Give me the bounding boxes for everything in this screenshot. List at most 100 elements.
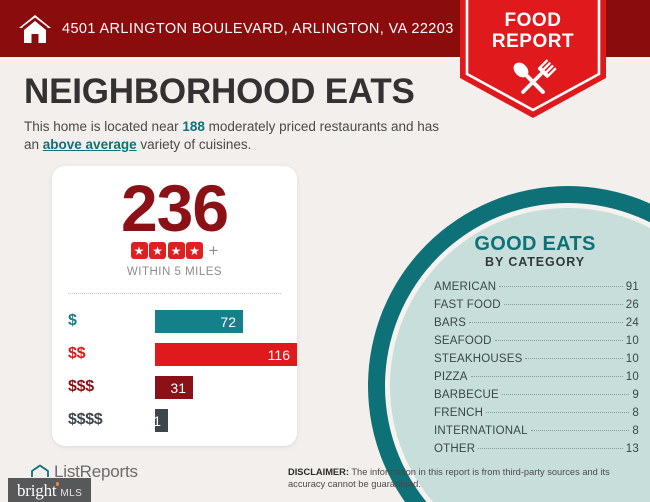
- price-tier-bar: 11: [146, 409, 168, 432]
- star-icon: ★: [170, 243, 182, 258]
- category-list: AMERICAN 91 FAST FOOD 26 BARS 24 SEAFOOD 10 STEA…: [434, 278, 639, 458]
- star-icon: ★: [189, 243, 200, 258]
- price-tier-value: 72: [220, 313, 236, 330]
- card-divider: [68, 293, 281, 294]
- star-icon: ★: [152, 243, 163, 258]
- star-badge: ★: [186, 242, 204, 259]
- category-name: FRENCH: [434, 407, 484, 419]
- star-icon: ★: [133, 243, 145, 258]
- category-dot-leader: [478, 448, 623, 449]
- star-badge: ★: [167, 242, 185, 259]
- category-value: 26: [625, 299, 639, 311]
- price-tier-row: $$$$ 11: [52, 405, 297, 438]
- star-badge: ★: [149, 242, 167, 259]
- category-row: INTERNATIONAL 8: [434, 422, 639, 440]
- star-rating: ★ ★ ★ ★ +: [52, 242, 297, 259]
- category-value: 8: [632, 425, 639, 437]
- price-tier-row: $72: [52, 306, 297, 339]
- category-row: BARS 24: [434, 314, 639, 332]
- category-dot-leader: [503, 304, 623, 305]
- teal-circle-decoration: [368, 186, 650, 502]
- category-row: BARBECUE 9: [434, 386, 639, 404]
- price-tier-label: $$$$: [68, 411, 103, 428]
- mls-label: MLS: [60, 488, 83, 499]
- badge-line-2: REPORT: [491, 31, 575, 52]
- category-name: BARBECUE: [434, 389, 499, 401]
- badge-line-1: FOOD: [504, 10, 562, 31]
- category-dot-leader: [470, 376, 623, 377]
- price-tier-row: $$ 116: [52, 339, 297, 372]
- category-name: BARS: [434, 317, 467, 329]
- subtitle-part-2: moderately priced restaurants and has an: [24, 119, 440, 152]
- category-name: AMERICAN: [434, 281, 497, 293]
- category-value: 10: [625, 335, 639, 347]
- price-tier-label: $$: [68, 345, 86, 362]
- price-tier-bar: 116: [155, 343, 297, 366]
- category-row: FAST FOOD 26: [434, 296, 639, 314]
- category-row: OTHER 13: [434, 440, 639, 458]
- star-badge: ★: [130, 242, 148, 259]
- category-name: INTERNATIONAL: [434, 425, 528, 437]
- property-address: 4501 ARLINGTON BOULEVARD, ARLINGTON, VA …: [62, 21, 454, 37]
- price-tier-bar-track: 11: [146, 409, 168, 432]
- category-value: 24: [625, 317, 639, 329]
- listreports-house-icon: [31, 464, 49, 477]
- category-name: SEAFOOD: [434, 335, 492, 347]
- price-tier-value: 116: [267, 346, 290, 363]
- category-dot-leader: [499, 286, 623, 287]
- category-dot-leader: [469, 322, 623, 323]
- good-eats-title: GOOD EATS: [474, 233, 596, 255]
- restaurant-stats-card: 236 ★ ★ ★ ★ + WITHIN 5 MILES $72 $$ 116 $$$ 31 $$…: [52, 166, 297, 446]
- category-value: 8: [632, 407, 639, 419]
- price-tier-bar-track: 72: [155, 310, 243, 333]
- bright-dot-accent: [55, 482, 60, 486]
- listreports-label: ListReports: [54, 462, 138, 481]
- category-name: STEAKHOUSES: [434, 353, 523, 365]
- price-tier-row: $$$ 31: [52, 372, 297, 405]
- category-dot-leader: [525, 358, 623, 359]
- house-icon: [19, 15, 51, 43]
- category-value: 10: [625, 371, 639, 383]
- restaurant-count: 188: [182, 119, 205, 134]
- category-value: 13: [625, 443, 639, 455]
- bright-mls-logo: bright MLS: [8, 478, 92, 502]
- price-tier-value: 31: [170, 379, 186, 396]
- category-name: OTHER: [434, 443, 476, 455]
- subtitle-part-1: This home is located near: [24, 119, 183, 134]
- category-value: 9: [632, 389, 639, 401]
- within-radius-label: WITHIN 5 MILES: [126, 266, 223, 278]
- category-value: 10: [625, 353, 639, 365]
- category-row: SEAFOOD 10: [434, 332, 639, 350]
- price-tier-bar: 31: [155, 376, 193, 399]
- subtitle-emphasis: above average: [42, 137, 137, 152]
- price-tier-label: $: [68, 312, 77, 329]
- category-row: AMERICAN 91: [434, 278, 639, 296]
- disclaimer-label: DISCLAIMER:: [288, 467, 349, 477]
- price-tier-label: $$$: [68, 378, 94, 395]
- category-dot-leader: [486, 412, 630, 413]
- plus-sign: +: [208, 240, 219, 260]
- subtitle-part-3: variety of cuisines.: [136, 137, 252, 152]
- price-tier-value: 11: [146, 412, 161, 429]
- category-row: FRENCH 8: [434, 404, 639, 422]
- bright-label: bright: [17, 481, 60, 501]
- page-title: NEIGHBORHOOD EATS: [24, 72, 415, 111]
- category-row: STEAKHOUSES 10: [434, 350, 639, 368]
- page-subtitle: This home is located near 188 moderately…: [24, 118, 454, 154]
- category-dot-leader: [530, 430, 630, 431]
- price-tier-bar-chart: $72 $$ 116 $$$ 31 $$$$ 11: [52, 306, 297, 438]
- total-restaurants-number: 236: [120, 171, 229, 245]
- category-dot-leader: [494, 340, 623, 341]
- disclaimer-text: The information in this report is from t…: [288, 467, 610, 489]
- category-value: 91: [625, 281, 639, 293]
- category-name: FAST FOOD: [434, 299, 501, 311]
- listreports-logo: ListReports: [30, 462, 138, 482]
- price-tier-bar-track: 31: [155, 376, 193, 399]
- food-report-badge: FOOD REPORT: [460, 0, 606, 118]
- category-row: PIZZA 10: [434, 368, 639, 386]
- badge-text: FOOD REPORT: [460, 10, 606, 52]
- price-tier-bar-track: 116: [155, 343, 297, 366]
- disclaimer: DISCLAIMER: The information in this repo…: [288, 466, 640, 490]
- category-name: PIZZA: [434, 371, 468, 383]
